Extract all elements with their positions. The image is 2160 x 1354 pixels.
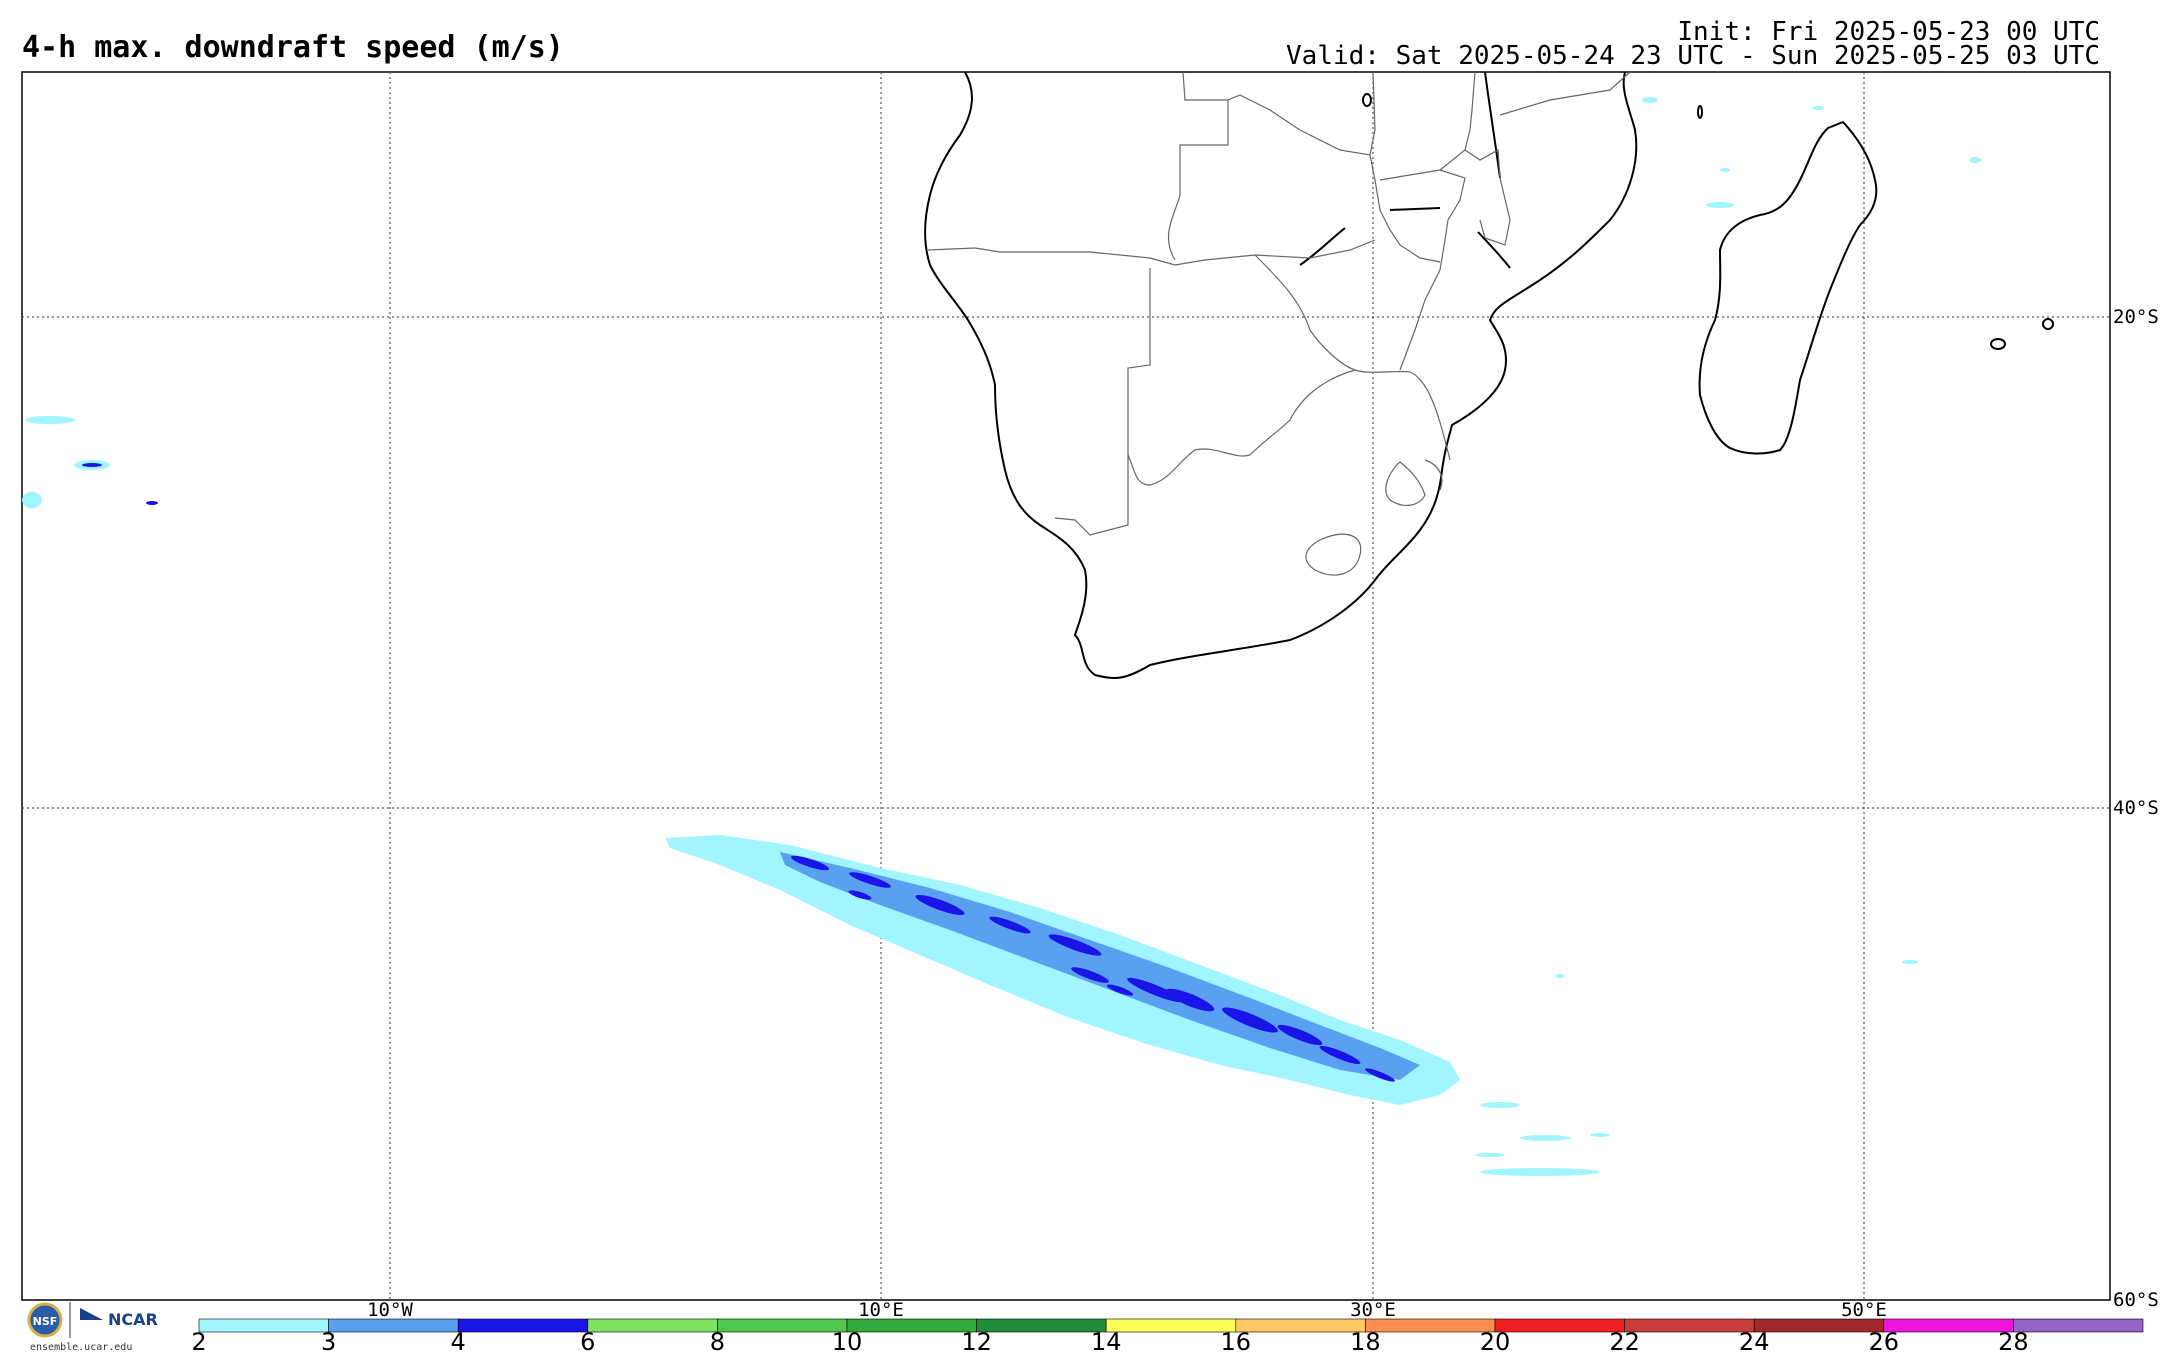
map-title: 4-h max. downdraft speed (m/s) — [22, 30, 564, 65]
colorbar-tick-26: 26 — [1869, 1328, 1900, 1354]
colorbar-tick-6: 6 — [580, 1328, 595, 1354]
lat-labels: 20°S 40°S 60°S — [2113, 306, 2159, 1311]
colorbar-tick-12: 12 — [961, 1328, 992, 1354]
nsf-logo-text: NSF — [33, 1315, 58, 1328]
colorbar-tick-20: 20 — [1480, 1328, 1511, 1354]
lon-label-10w: 10°W — [367, 1299, 413, 1321]
colorbar-tick-14: 14 — [1091, 1328, 1122, 1354]
western-cells — [22, 416, 158, 508]
colorbar-swatch-9 — [1365, 1318, 1496, 1333]
colorbar-swatch-14 — [2013, 1318, 2144, 1333]
ncar-logo-text: NCAR — [108, 1310, 158, 1329]
colorbar-tick-16: 16 — [1221, 1328, 1252, 1354]
colorbar-tick-8: 8 — [710, 1328, 725, 1354]
downdraft-swath — [665, 835, 1918, 1176]
colorbar-swatch-13 — [1883, 1318, 2014, 1333]
lakes — [1299, 71, 1511, 269]
map-frame — [21, 71, 2111, 1301]
colorbar-tick-3: 3 — [321, 1328, 336, 1354]
colorbar-swatch-3 — [587, 1318, 718, 1333]
colorbar-swatch-5 — [846, 1318, 977, 1333]
colorbar-swatch-11 — [1624, 1318, 1755, 1333]
logo-block: NSF — [27, 1302, 103, 1338]
graticule — [22, 72, 2110, 1300]
colorbar-swatch-2 — [457, 1318, 589, 1333]
valid-time: Valid: Sat 2025-05-24 23 UTC - Sun 2025-… — [1286, 41, 2100, 71]
lon-label-50e: 50°E — [1841, 1299, 1887, 1321]
init-time: Init: Fri 2025-05-23 00 UTC — [1677, 17, 2100, 47]
colorbar-swatch-0 — [198, 1318, 329, 1333]
colorbar-swatch-8 — [1235, 1318, 1366, 1333]
colorbar-swatch-1 — [328, 1318, 459, 1333]
lon-label-10e: 10°E — [858, 1299, 904, 1321]
colorbar-tick-2: 2 — [191, 1328, 206, 1354]
time-info: Init: Fri 2025-05-23 00 UTC Valid: Sat 2… — [1286, 17, 2100, 71]
lat-label-20s: 20°S — [2113, 306, 2159, 328]
nsf-logo-icon — [27, 1302, 63, 1338]
lat-label-60s: 60°S — [2113, 1289, 2159, 1311]
colorbar-swatch-7 — [1105, 1318, 1237, 1333]
colorbar-swatch-4 — [717, 1318, 848, 1333]
colorbar-tick-24: 24 — [1739, 1328, 1770, 1354]
site-url: ensemble.ucar.edu — [30, 1342, 133, 1353]
lat-label-40s: 40°S — [2113, 797, 2159, 819]
colorbar-swatch-6 — [976, 1318, 1107, 1333]
lon-label-30e: 30°E — [1350, 1299, 1396, 1321]
colorbar-tick-10: 10 — [832, 1328, 863, 1354]
colorbar-tick-22: 22 — [1609, 1328, 1640, 1354]
colorbar-swatch-12 — [1753, 1318, 1885, 1333]
lon-labels: 10°W 10°E 30°E 50°E — [367, 1299, 1887, 1321]
colorbar: 2 3 4 6 8 10 12 14 16 18 20 22 24 26 28 — [191, 1318, 2144, 1354]
colorbar-swatch-10 — [1494, 1318, 1625, 1333]
indian-ocean-cells — [1642, 97, 1981, 208]
colorbar-tick-28: 28 — [1998, 1328, 2029, 1354]
country-borders — [927, 71, 1631, 576]
colorbar-tick-4: 4 — [451, 1328, 466, 1354]
ncar-logo-icon — [80, 1308, 103, 1320]
coastline — [924, 71, 2054, 679]
colorbar-tick-18: 18 — [1350, 1328, 1381, 1354]
